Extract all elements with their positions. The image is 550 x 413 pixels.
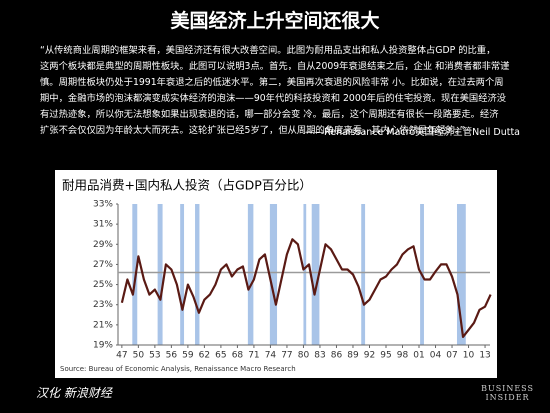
recession-band [303,204,307,345]
recession-band [456,204,466,345]
credit: 汉化 新浪财经 [36,386,112,400]
recession-band [157,204,163,345]
x-tick-label: 59 [182,351,194,361]
y-tick-label: 25% [93,280,113,290]
data-line [120,238,492,338]
quote-line: 期中，金融市场的泡沫都演变成实体经济的泡沫——90年代的科技投资和 2000年后… [40,93,507,104]
brand-line: BUSINESS [481,384,534,393]
y-tick-label: 29% [93,240,113,250]
recession-band [180,204,185,345]
x-tick-label: 68 [232,351,244,361]
recession-band [195,204,200,345]
quote: “从传统商业周期的框架来看，美国经济还有很大改善空间。此图为耐用品支出和私人投资… [40,43,520,139]
x-tick-label: 86 [331,351,343,361]
x-tick-label: 53 [149,351,160,361]
x-tick-label: 13 [479,351,490,361]
y-tick-label: 33% [93,200,113,210]
x-tick-label: 95 [380,351,391,361]
recession-band [269,204,278,345]
chart-source: Source: Bureau of Economic Analysis, Ren… [60,365,296,373]
y-tick-label: 23% [93,300,113,310]
x-tick-label: 98 [397,351,409,361]
quote-line: 扩张不会仅仅因为年龄太大而死去。这轮扩张已经5岁了，但从周期的角度来看，其内心依… [40,125,465,136]
recession-band [311,204,320,345]
y-tick-label: 27% [93,260,113,270]
recession-band [247,204,254,345]
quote-line: 慎。周期性板块仍处于1991年衰退之后的低迷水平。第二，美国再次衰退的风险非常 … [40,77,504,88]
x-tick-label: 10 [463,351,475,361]
chart-title: 耐用品消费+国内私人投资（占GDP百分比） [62,178,312,193]
x-tick-label: 07 [446,351,457,361]
attribution: ——Renaissance Macro美国经济主管Neil Dutta [305,127,520,138]
quote-line: 有过热迹象，所以你无法想象如果出现衰退的话，哪一部分会变 冷。最后，这个周期还有… [40,109,499,120]
x-tick-label: 77 [281,351,292,361]
x-tick-label: 01 [413,351,424,361]
x-tick-label: 56 [166,351,178,361]
x-tick-label: 92 [364,351,375,361]
y-tick-label: 21% [93,320,113,330]
x-tick-label: 80 [298,351,310,361]
x-tick-label: 47 [116,351,127,361]
brand: BUSINESS INSIDER [481,384,534,402]
y-tick-label: 19% [93,341,113,351]
x-tick-label: 71 [248,351,259,361]
x-tick-label: 65 [215,351,226,361]
x-tick-label: 04 [430,351,442,361]
x-tick-label: 89 [347,351,359,361]
recession-band [361,204,366,345]
x-tick-label: 50 [133,351,145,361]
slide-title: 美国经济上升空间还很大 [170,10,380,32]
x-tick-label: 62 [199,351,210,361]
quote-line: “从传统商业周期的框架来看，美国经济还有很大改善空间。此图为耐用品支出和私人投资… [40,45,496,56]
y-tick-label: 31% [93,220,113,230]
brand-line: INSIDER [485,393,530,402]
x-tick-label: 83 [314,351,325,361]
quote-line: 这两个板块都是典型的周期性板块。此图可以说明3点。首先，自从2009年衰退结束之… [40,61,510,72]
x-tick-label: 74 [265,351,277,361]
